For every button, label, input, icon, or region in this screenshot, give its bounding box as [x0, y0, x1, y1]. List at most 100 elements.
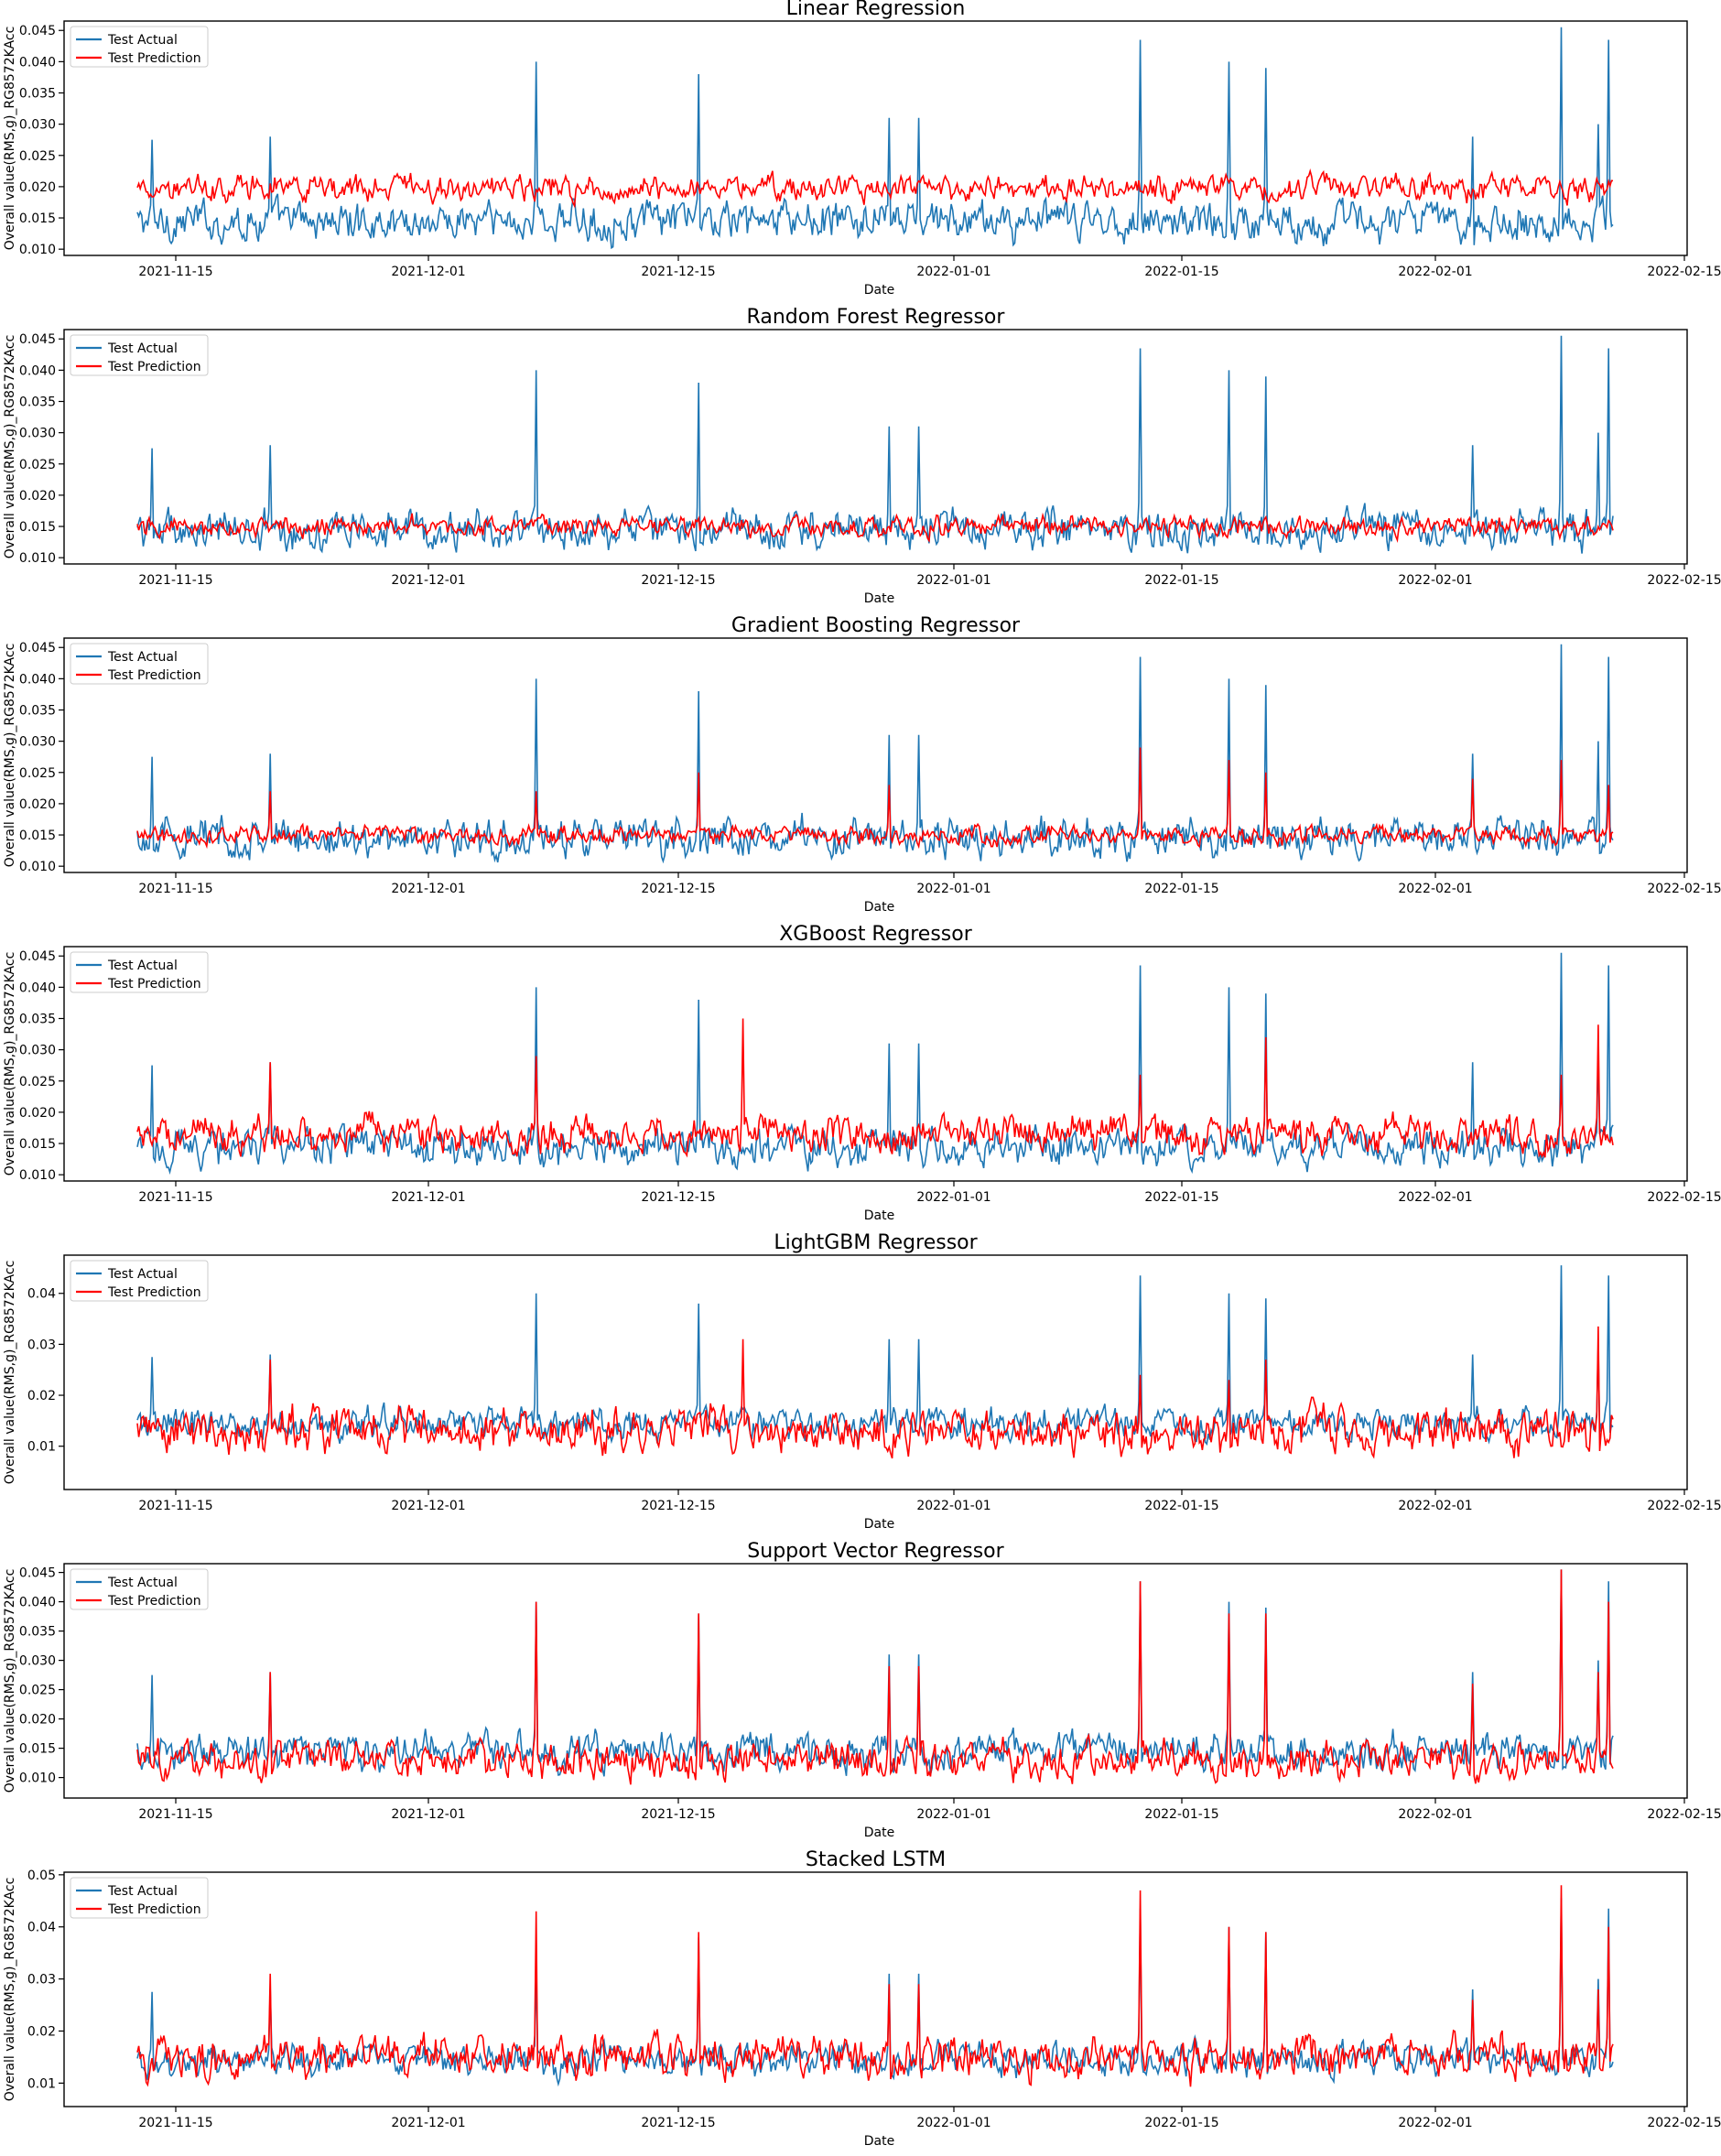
y-tick-label: 0.01 [27, 1440, 56, 1455]
x-tick-label: 2021-12-01 [391, 2116, 465, 2130]
x-tick-label: 2022-01-01 [916, 1807, 990, 1822]
y-tick-label: 0.040 [19, 55, 56, 70]
legend-box [70, 1568, 209, 1610]
legend-box [70, 1877, 209, 1919]
y-tick-label: 0.020 [19, 1713, 56, 1728]
y-tick-label: 0.020 [19, 797, 56, 812]
x-axis-label: Date [864, 591, 894, 606]
x-tick-label: 2022-01-15 [1144, 573, 1218, 588]
y-tick-label: 0.035 [19, 395, 56, 410]
plot-area [63, 637, 1688, 873]
x-tick-label: 2021-11-15 [138, 573, 212, 588]
x-tick-label: 2021-12-01 [391, 1499, 465, 1513]
legend: Test Actual Test Prediction [70, 1877, 209, 1919]
y-tick-label: 0.030 [19, 118, 56, 133]
subplot-1: Linear Regression 0.010 0.015 0.020 0.025 0.0… [3, 0, 1721, 298]
legend: Test Actual Test Prediction [70, 334, 209, 376]
y-tick-label: 0.035 [19, 87, 56, 102]
series-line-prediction [136, 168, 1614, 209]
x-tick-label: 2022-01-15 [1144, 1190, 1218, 1205]
y-axis-label: Overall value(RMS,g)_RG8572KAcc [3, 644, 17, 868]
x-tick-label: 2021-11-15 [138, 882, 212, 896]
y-axis-label: Overall value(RMS,g)_RG8572KAcc [3, 1261, 17, 1485]
x-tick-label: 2022-01-15 [1144, 1499, 1218, 1513]
x-tick-label: 2022-02-15 [1647, 573, 1721, 588]
x-tick-label: 2021-12-01 [391, 1190, 465, 1205]
x-tick-label: 2021-11-15 [138, 2116, 212, 2130]
y-tick-label: 0.015 [19, 520, 56, 535]
legend: Test Actual Test Prediction [70, 1568, 209, 1610]
y-tick-label: 0.025 [19, 766, 56, 781]
y-tick-label: 0.020 [19, 1106, 56, 1121]
legend-box [70, 951, 209, 993]
x-tick-label: 2021-12-15 [641, 1499, 715, 1513]
legend-label: Test Prediction [107, 51, 201, 66]
series-line-prediction [136, 1018, 1614, 1159]
legend-box [70, 1260, 209, 1302]
x-tick-label: 2021-12-01 [391, 265, 465, 279]
legend-label: Test Actual [107, 1267, 178, 1282]
x-tick-label: 2021-11-15 [138, 1807, 212, 1822]
x-tick-label: 2022-02-01 [1398, 1807, 1472, 1822]
x-tick-label: 2022-01-01 [916, 573, 990, 588]
legend-label: Test Actual [107, 959, 178, 973]
x-tick-label: 2022-01-01 [916, 265, 990, 279]
series-line-actual [136, 1569, 1614, 1777]
x-tick-label: 2022-02-01 [1398, 573, 1472, 588]
x-tick-label: 2022-01-01 [916, 1499, 990, 1513]
legend: Test Actual Test Prediction [70, 951, 209, 993]
legend-label: Test Actual [107, 650, 178, 665]
x-tick-label: 2022-02-15 [1647, 882, 1721, 896]
x-tick-label: 2022-01-01 [916, 1190, 990, 1205]
y-tick-label: 0.015 [19, 211, 56, 226]
plot-area [63, 329, 1688, 565]
x-tick-label: 2021-11-15 [138, 265, 212, 279]
chart-title: Support Vector Regressor [747, 1540, 1004, 1563]
x-tick-label: 2021-11-15 [138, 1499, 212, 1513]
y-tick-label: 0.045 [19, 1566, 56, 1581]
y-tick-label: 0.045 [19, 24, 56, 38]
x-tick-label: 2022-02-01 [1398, 882, 1472, 896]
chart-title: Gradient Boosting Regressor [731, 614, 1021, 637]
legend-label: Test Actual [107, 1884, 178, 1899]
y-tick-label: 0.025 [19, 458, 56, 472]
y-tick-label: 0.010 [19, 860, 56, 874]
y-tick-label: 0.01 [27, 2076, 56, 2091]
series-line-actual [136, 335, 1614, 554]
x-tick-label: 2021-12-15 [641, 1190, 715, 1205]
series-line-actual [136, 27, 1614, 250]
chart-title: Stacked LSTM [806, 1848, 946, 1871]
x-axis-label: Date [864, 1826, 894, 1840]
chart-title: Random Forest Regressor [747, 306, 1006, 329]
y-tick-label: 0.045 [19, 641, 56, 655]
legend: Test Actual Test Prediction [70, 1260, 209, 1302]
y-tick-label: 0.015 [19, 1742, 56, 1757]
x-tick-label: 2022-02-01 [1398, 1190, 1472, 1205]
x-axis-label: Date [864, 2134, 894, 2149]
x-tick-label: 2021-12-01 [391, 1807, 465, 1822]
x-tick-label: 2021-12-15 [641, 265, 715, 279]
x-tick-label: 2022-02-15 [1647, 1499, 1721, 1513]
plot-area [63, 1563, 1688, 1799]
y-tick-label: 0.03 [27, 1338, 56, 1352]
x-tick-label: 2022-02-15 [1647, 265, 1721, 279]
y-tick-label: 0.045 [19, 949, 56, 964]
legend-box [70, 334, 209, 376]
subplot-5: LightGBM Regressor 0.01 0.02 0.03 0.04 2021-1… [3, 1231, 1721, 1532]
y-tick-label: 0.040 [19, 980, 56, 995]
series-line-actual [136, 644, 1614, 864]
subplot-6: Support Vector Regressor 0.010 0.015 0.020 0… [3, 1540, 1721, 1840]
x-axis-label: Date [864, 900, 894, 915]
y-tick-label: 0.010 [19, 243, 56, 257]
y-tick-label: 0.040 [19, 363, 56, 378]
series-line-actual [136, 1265, 1614, 1446]
series-line-actual [136, 952, 1614, 1176]
x-tick-label: 2021-11-15 [138, 1190, 212, 1205]
series-line-prediction [136, 1326, 1614, 1459]
legend-box [70, 26, 209, 68]
y-tick-label: 0.030 [19, 1654, 56, 1669]
y-tick-label: 0.035 [19, 1625, 56, 1640]
plot-area [63, 1254, 1688, 1490]
y-tick-label: 0.045 [19, 332, 56, 347]
